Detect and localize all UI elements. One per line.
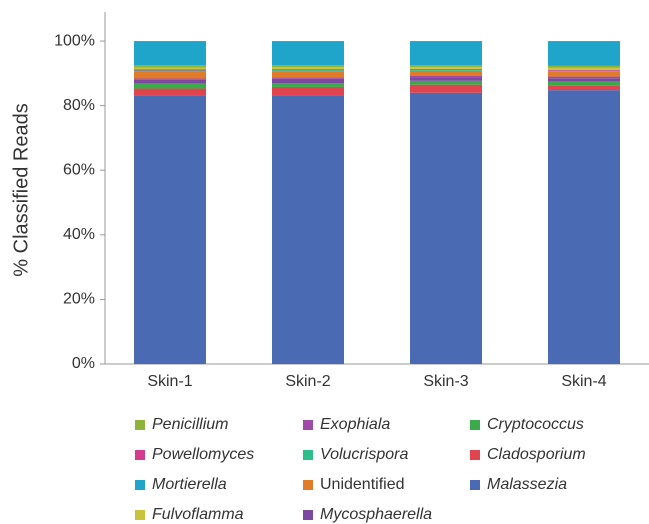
legend-label: Malassezia bbox=[487, 476, 567, 493]
bar-segment bbox=[548, 71, 620, 77]
y-tick-label: 80% bbox=[63, 97, 95, 114]
bar-segment bbox=[272, 78, 344, 84]
bar-segment bbox=[548, 70, 620, 72]
bar-segment bbox=[548, 81, 620, 86]
bar-segment bbox=[272, 77, 344, 79]
bar-segment bbox=[548, 67, 620, 70]
bar-segment bbox=[410, 70, 482, 76]
legend-label: Penicillium bbox=[152, 416, 228, 433]
bar-segment bbox=[548, 76, 620, 79]
bar-segment bbox=[548, 65, 620, 68]
bar-segment bbox=[272, 67, 344, 70]
legend-swatch bbox=[470, 420, 480, 430]
legend-swatch bbox=[135, 510, 145, 520]
bar-segment bbox=[134, 41, 206, 66]
bar-segment bbox=[548, 41, 620, 66]
legend-swatch bbox=[303, 420, 313, 430]
bar-segment bbox=[272, 86, 344, 96]
legend-swatch bbox=[470, 450, 480, 460]
legend-swatch bbox=[135, 450, 145, 460]
legend-label: Cryptococcus bbox=[487, 416, 584, 433]
x-tick-label: Skin-2 bbox=[285, 373, 330, 390]
bar-segment bbox=[410, 92, 482, 364]
bar-segment bbox=[134, 70, 206, 72]
y-tick-label: 0% bbox=[72, 355, 95, 372]
legend-swatch bbox=[303, 480, 313, 490]
y-tick-label: 100% bbox=[54, 32, 95, 49]
legend-swatch bbox=[303, 510, 313, 520]
bar-segment bbox=[410, 68, 482, 70]
bar-segment bbox=[134, 71, 206, 79]
bar-segment bbox=[272, 71, 344, 78]
legend-swatch bbox=[135, 420, 145, 430]
bar-segment bbox=[410, 77, 482, 81]
bar-segment bbox=[410, 80, 482, 85]
bar-segment bbox=[134, 83, 206, 89]
bar-segment bbox=[410, 41, 482, 66]
bar-segment bbox=[548, 85, 620, 91]
bar-segment bbox=[548, 69, 620, 71]
x-tick-label: Skin-3 bbox=[423, 373, 468, 390]
bar-segment bbox=[134, 69, 206, 71]
bar-segment bbox=[134, 95, 206, 364]
bar-segment bbox=[410, 75, 482, 78]
y-tick-label: 60% bbox=[63, 161, 95, 178]
legend-swatch bbox=[135, 480, 145, 490]
bar-segment bbox=[272, 83, 344, 87]
bar-segment bbox=[272, 70, 344, 72]
bar-segment bbox=[134, 79, 206, 84]
legend-label: Cladosporium bbox=[487, 446, 586, 463]
bar-segment bbox=[410, 65, 482, 68]
legend-label: Mortierella bbox=[152, 476, 227, 493]
x-tick-label: Skin-1 bbox=[147, 373, 192, 390]
legend-label: Volucrispora bbox=[320, 446, 408, 463]
bar-segment bbox=[410, 69, 482, 71]
bar-segment bbox=[548, 90, 620, 365]
bar-segment bbox=[134, 88, 206, 96]
bar-segment bbox=[272, 95, 344, 364]
legend-label: Mycosphaerella bbox=[320, 506, 432, 523]
legend-label: Unidentified bbox=[320, 476, 405, 493]
y-tick-label: 40% bbox=[63, 226, 95, 243]
bar-segment bbox=[272, 69, 344, 71]
legend-swatch bbox=[470, 480, 480, 490]
legend-swatch bbox=[303, 450, 313, 460]
bar-segment bbox=[272, 41, 344, 66]
bar-segment bbox=[134, 65, 206, 68]
y-axis-label: % Classified Reads bbox=[10, 103, 32, 276]
bar-segment bbox=[548, 78, 620, 82]
bar-segment bbox=[134, 67, 206, 70]
bar-segment bbox=[410, 67, 482, 69]
y-tick-label: 20% bbox=[63, 291, 95, 308]
legend-label: Powellomyces bbox=[152, 446, 254, 463]
legend-label: Exophiala bbox=[320, 416, 390, 433]
x-tick-label: Skin-4 bbox=[561, 373, 606, 390]
bar-segment bbox=[410, 84, 482, 93]
bar-segment bbox=[272, 65, 344, 68]
legend-label: Fulvoflamma bbox=[152, 506, 244, 523]
bar-segment bbox=[134, 78, 206, 80]
